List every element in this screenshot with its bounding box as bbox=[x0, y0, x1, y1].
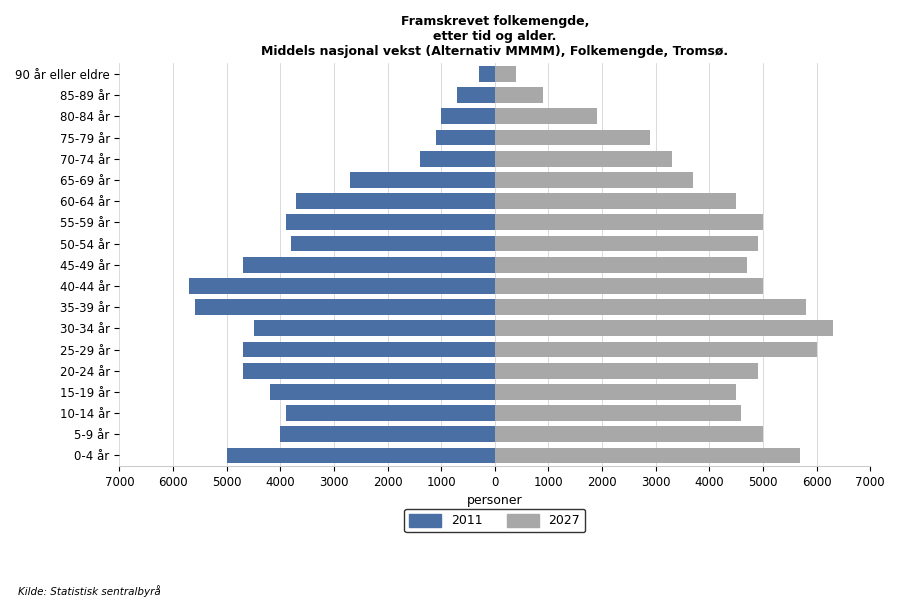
Bar bbox=[285, 214, 495, 230]
Bar bbox=[495, 405, 742, 421]
Bar bbox=[495, 257, 747, 272]
Bar bbox=[243, 257, 495, 272]
Bar bbox=[280, 427, 495, 442]
Bar bbox=[495, 236, 758, 251]
Bar bbox=[243, 363, 495, 379]
Legend: 2011, 2027: 2011, 2027 bbox=[404, 509, 585, 532]
Bar bbox=[457, 87, 495, 103]
Bar bbox=[495, 320, 832, 336]
Bar bbox=[495, 299, 806, 315]
Bar bbox=[479, 66, 495, 82]
Text: Kilde: Statistisk sentralbyrå: Kilde: Statistisk sentralbyrå bbox=[18, 585, 161, 597]
X-axis label: personer: personer bbox=[467, 494, 523, 508]
Bar bbox=[495, 193, 736, 209]
Bar bbox=[189, 278, 495, 294]
Bar bbox=[495, 214, 763, 230]
Bar bbox=[495, 341, 816, 358]
Bar bbox=[495, 109, 597, 124]
Bar bbox=[495, 427, 763, 442]
Bar bbox=[254, 320, 495, 336]
Bar bbox=[495, 66, 517, 82]
Bar bbox=[285, 405, 495, 421]
Bar bbox=[441, 109, 495, 124]
Bar bbox=[495, 384, 736, 400]
Bar bbox=[495, 130, 651, 145]
Bar bbox=[227, 448, 495, 463]
Bar bbox=[495, 87, 543, 103]
Bar bbox=[495, 172, 693, 188]
Bar bbox=[291, 236, 495, 251]
Bar bbox=[495, 151, 671, 167]
Bar bbox=[350, 172, 495, 188]
Bar bbox=[495, 278, 763, 294]
Bar bbox=[436, 130, 495, 145]
Bar bbox=[194, 299, 495, 315]
Bar bbox=[419, 151, 495, 167]
Title: Framskrevet folkemengde,
etter tid og alder.
Middels nasjonal vekst (Alternativ : Framskrevet folkemengde, etter tid og al… bbox=[261, 15, 728, 58]
Bar bbox=[296, 193, 495, 209]
Bar bbox=[495, 363, 758, 379]
Bar bbox=[243, 341, 495, 358]
Bar bbox=[270, 384, 495, 400]
Bar bbox=[495, 448, 800, 463]
